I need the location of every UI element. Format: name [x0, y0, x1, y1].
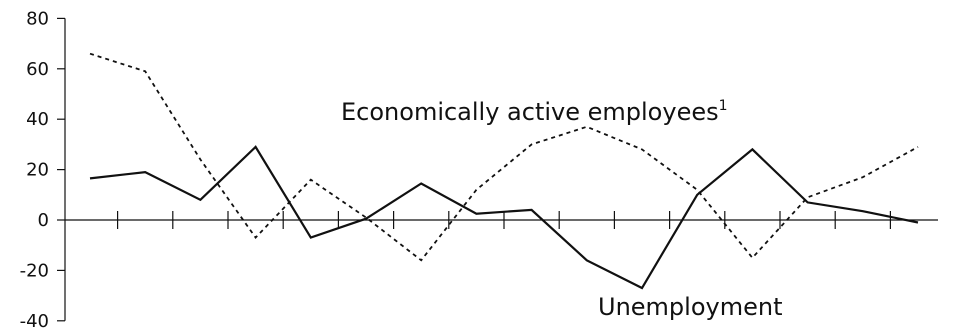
footnote-marker: 1: [719, 98, 728, 114]
series-label-text: Economically active employees: [341, 98, 719, 126]
y-tick-label: 40: [26, 109, 49, 130]
series-line-unemployment: [89, 145, 919, 290]
y-tick-label: 0: [38, 210, 49, 231]
y-tick-label: -20: [20, 260, 49, 281]
series-label-unemployment: Unemployment: [598, 293, 782, 321]
series-line-economically-active-employees: [89, 52, 919, 262]
y-tick-label: 80: [26, 8, 49, 29]
series-label-economically-active-employees: Economically active employees1: [341, 98, 728, 126]
x-axis: [65, 211, 938, 229]
y-tick-label: 60: [26, 59, 49, 80]
y-axis: 80 60 40 20 0 -20 -40: [20, 8, 66, 332]
y-tick-label: 20: [26, 160, 49, 181]
series-layer: [89, 52, 919, 290]
y-tick-label: -40: [20, 311, 49, 332]
